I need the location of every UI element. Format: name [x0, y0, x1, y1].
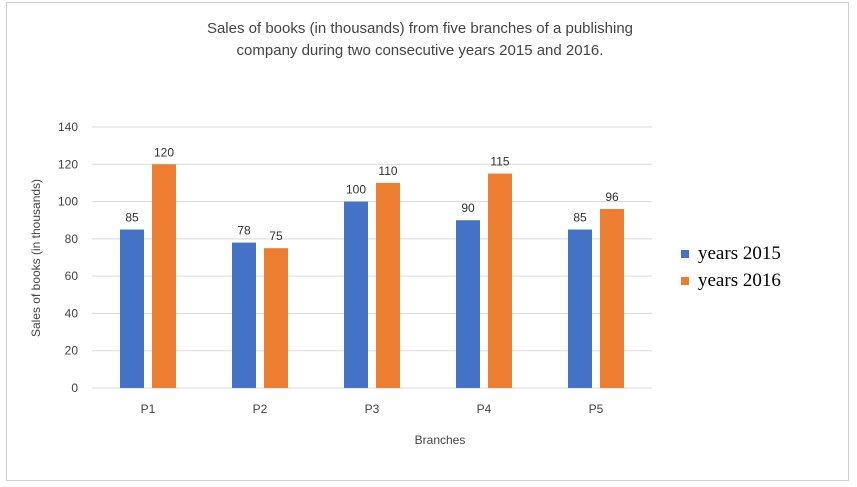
data-label: 96	[605, 190, 619, 204]
y-tick-label: 60	[65, 269, 79, 283]
data-label: 75	[269, 229, 283, 243]
chart-title-line-1: Sales of books (in thousands) from five …	[207, 20, 633, 37]
x-axis-ticks: P1 P2 P3 P4 P5	[141, 402, 604, 416]
chart-title-line-2: company during two consecutive years 201…	[237, 42, 604, 59]
x-tick-label: P4	[477, 402, 492, 416]
bar-years-2015-P3	[344, 201, 368, 388]
bar-years-2015-P5	[568, 229, 592, 388]
bar-years-2016-P2	[264, 248, 288, 388]
gridlines	[92, 126, 652, 389]
data-labels: 85 120 78 75 100 110 90 115 85 96	[125, 145, 619, 243]
x-tick-label: P1	[141, 402, 156, 416]
legend-label: years 2016	[698, 270, 781, 291]
legend-label: years 2015	[698, 243, 781, 264]
y-axis-ticks: 0 20 40 60 80 100 120 140	[58, 120, 78, 395]
y-axis-label: Sales of books (in thousands)	[29, 179, 43, 337]
y-tick-label: 20	[65, 344, 79, 358]
legend-swatch	[681, 277, 689, 285]
y-tick-label: 40	[65, 306, 79, 320]
bar-years-2016-P5	[600, 209, 624, 388]
chart-frame	[6, 2, 849, 481]
bars	[120, 164, 624, 388]
data-label: 115	[490, 155, 509, 169]
bar-years-2015-P4	[456, 220, 480, 388]
data-label: 100	[346, 183, 366, 197]
x-tick-label: P5	[589, 402, 604, 416]
bar-years-2016-P1	[152, 164, 176, 388]
x-tick-label: P2	[253, 402, 268, 416]
y-tick-label: 80	[65, 232, 79, 246]
data-label: 78	[237, 224, 251, 238]
data-label: 85	[125, 211, 139, 225]
x-axis-label: Branches	[415, 433, 466, 447]
y-tick-label: 100	[58, 195, 78, 209]
legend-swatch	[681, 250, 689, 258]
bar-years-2016-P4	[488, 173, 512, 388]
data-label: 90	[461, 201, 475, 215]
legend: years 2015 years 2016	[681, 243, 781, 291]
data-label: 120	[154, 145, 174, 159]
bar-years-2016-P3	[376, 182, 400, 388]
data-label: 85	[573, 211, 587, 225]
y-tick-label: 0	[71, 381, 78, 395]
data-label: 110	[378, 164, 397, 178]
y-tick-label: 140	[58, 120, 78, 134]
x-tick-label: P3	[365, 402, 380, 416]
y-tick-label: 120	[58, 157, 78, 171]
bar-years-2015-P1	[120, 229, 144, 388]
bar-years-2015-P2	[232, 242, 256, 388]
